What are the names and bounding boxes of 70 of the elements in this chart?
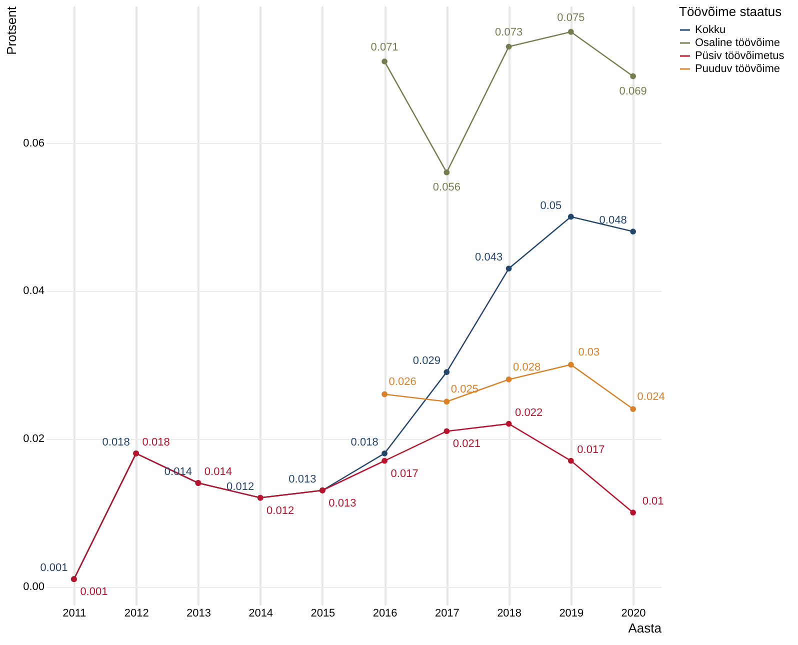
data-label: 0.024 — [637, 391, 665, 404]
point — [382, 450, 388, 456]
point — [568, 28, 574, 35]
data-label: 0.071 — [370, 41, 398, 54]
y-tick-label: 0.04 — [23, 285, 44, 298]
point — [630, 510, 636, 516]
point — [382, 391, 388, 398]
data-label: 0.073 — [495, 26, 523, 39]
point — [630, 73, 636, 80]
x-tick-label: 2018 — [497, 608, 522, 620]
x-tick-label: 2012 — [124, 608, 149, 620]
point — [506, 376, 512, 382]
data-label: 0.069 — [619, 85, 647, 98]
data-label: 0.029 — [412, 355, 440, 368]
point — [444, 169, 450, 176]
point — [568, 214, 574, 220]
data-label: 0.018 — [350, 436, 378, 448]
x-tick-label: 2015 — [310, 608, 336, 620]
y-tick-label: 0.06 — [23, 137, 44, 150]
data-label: 0.001 — [40, 562, 68, 574]
y-tick-label: 0.00 — [23, 581, 44, 594]
point — [506, 420, 512, 427]
data-label: 0.001 — [80, 586, 108, 598]
data-label: 0.05 — [540, 200, 562, 212]
x-tick-label: 2013 — [186, 608, 211, 620]
data-label: 0.018 — [142, 436, 170, 448]
data-label: 0.018 — [102, 436, 130, 448]
data-label: 0.012 — [266, 504, 294, 517]
data-label: 0.013 — [328, 497, 356, 510]
x-axis-title: Aasta — [628, 620, 662, 636]
data-label: 0.048 — [599, 214, 627, 227]
data-label: 0.028 — [513, 361, 541, 374]
data-label: 0.014 — [204, 466, 232, 478]
data-label: 0.012 — [226, 480, 254, 493]
x-tick-label: 2016 — [372, 608, 398, 620]
point — [382, 58, 388, 64]
point — [630, 228, 636, 234]
point — [382, 458, 388, 464]
point — [444, 398, 450, 405]
data-label: 0.017 — [577, 444, 605, 456]
legend-label: Kokku — [695, 24, 726, 36]
x-tick-label: 2014 — [248, 608, 274, 620]
point — [568, 362, 574, 368]
data-label: 0.013 — [288, 473, 316, 486]
y-tick-label: 0.02 — [23, 433, 44, 446]
x-tick-label: 2011 — [62, 608, 86, 620]
data-label: 0.075 — [557, 12, 585, 24]
point — [568, 458, 574, 464]
point — [444, 369, 450, 376]
data-label: 0.056 — [432, 181, 460, 194]
legend-label: Puuduv töövõime — [695, 63, 780, 75]
data-label: 0.025 — [450, 384, 478, 396]
point — [630, 406, 636, 412]
data-label: 0.017 — [390, 468, 418, 480]
point — [444, 428, 450, 434]
y-axis-title: Protsent — [4, 6, 20, 55]
x-tick-label: 2017 — [434, 608, 460, 620]
data-label: 0.022 — [515, 406, 543, 419]
data-label: 0.01 — [642, 496, 664, 508]
data-label: 0.021 — [452, 438, 480, 450]
legend-label: Osaline töövõime — [695, 37, 780, 49]
data-label: 0.026 — [388, 376, 416, 388]
x-tick-label: 2020 — [621, 608, 646, 620]
data-label: 0.043 — [475, 252, 503, 264]
point — [506, 44, 512, 50]
x-tick-label: 2019 — [559, 608, 584, 620]
legend-label: Püsiv töövõimetus — [695, 50, 785, 62]
data-label: 0.03 — [578, 346, 600, 359]
legend-title: Töövõime staatus — [679, 4, 782, 19]
point — [506, 266, 512, 272]
